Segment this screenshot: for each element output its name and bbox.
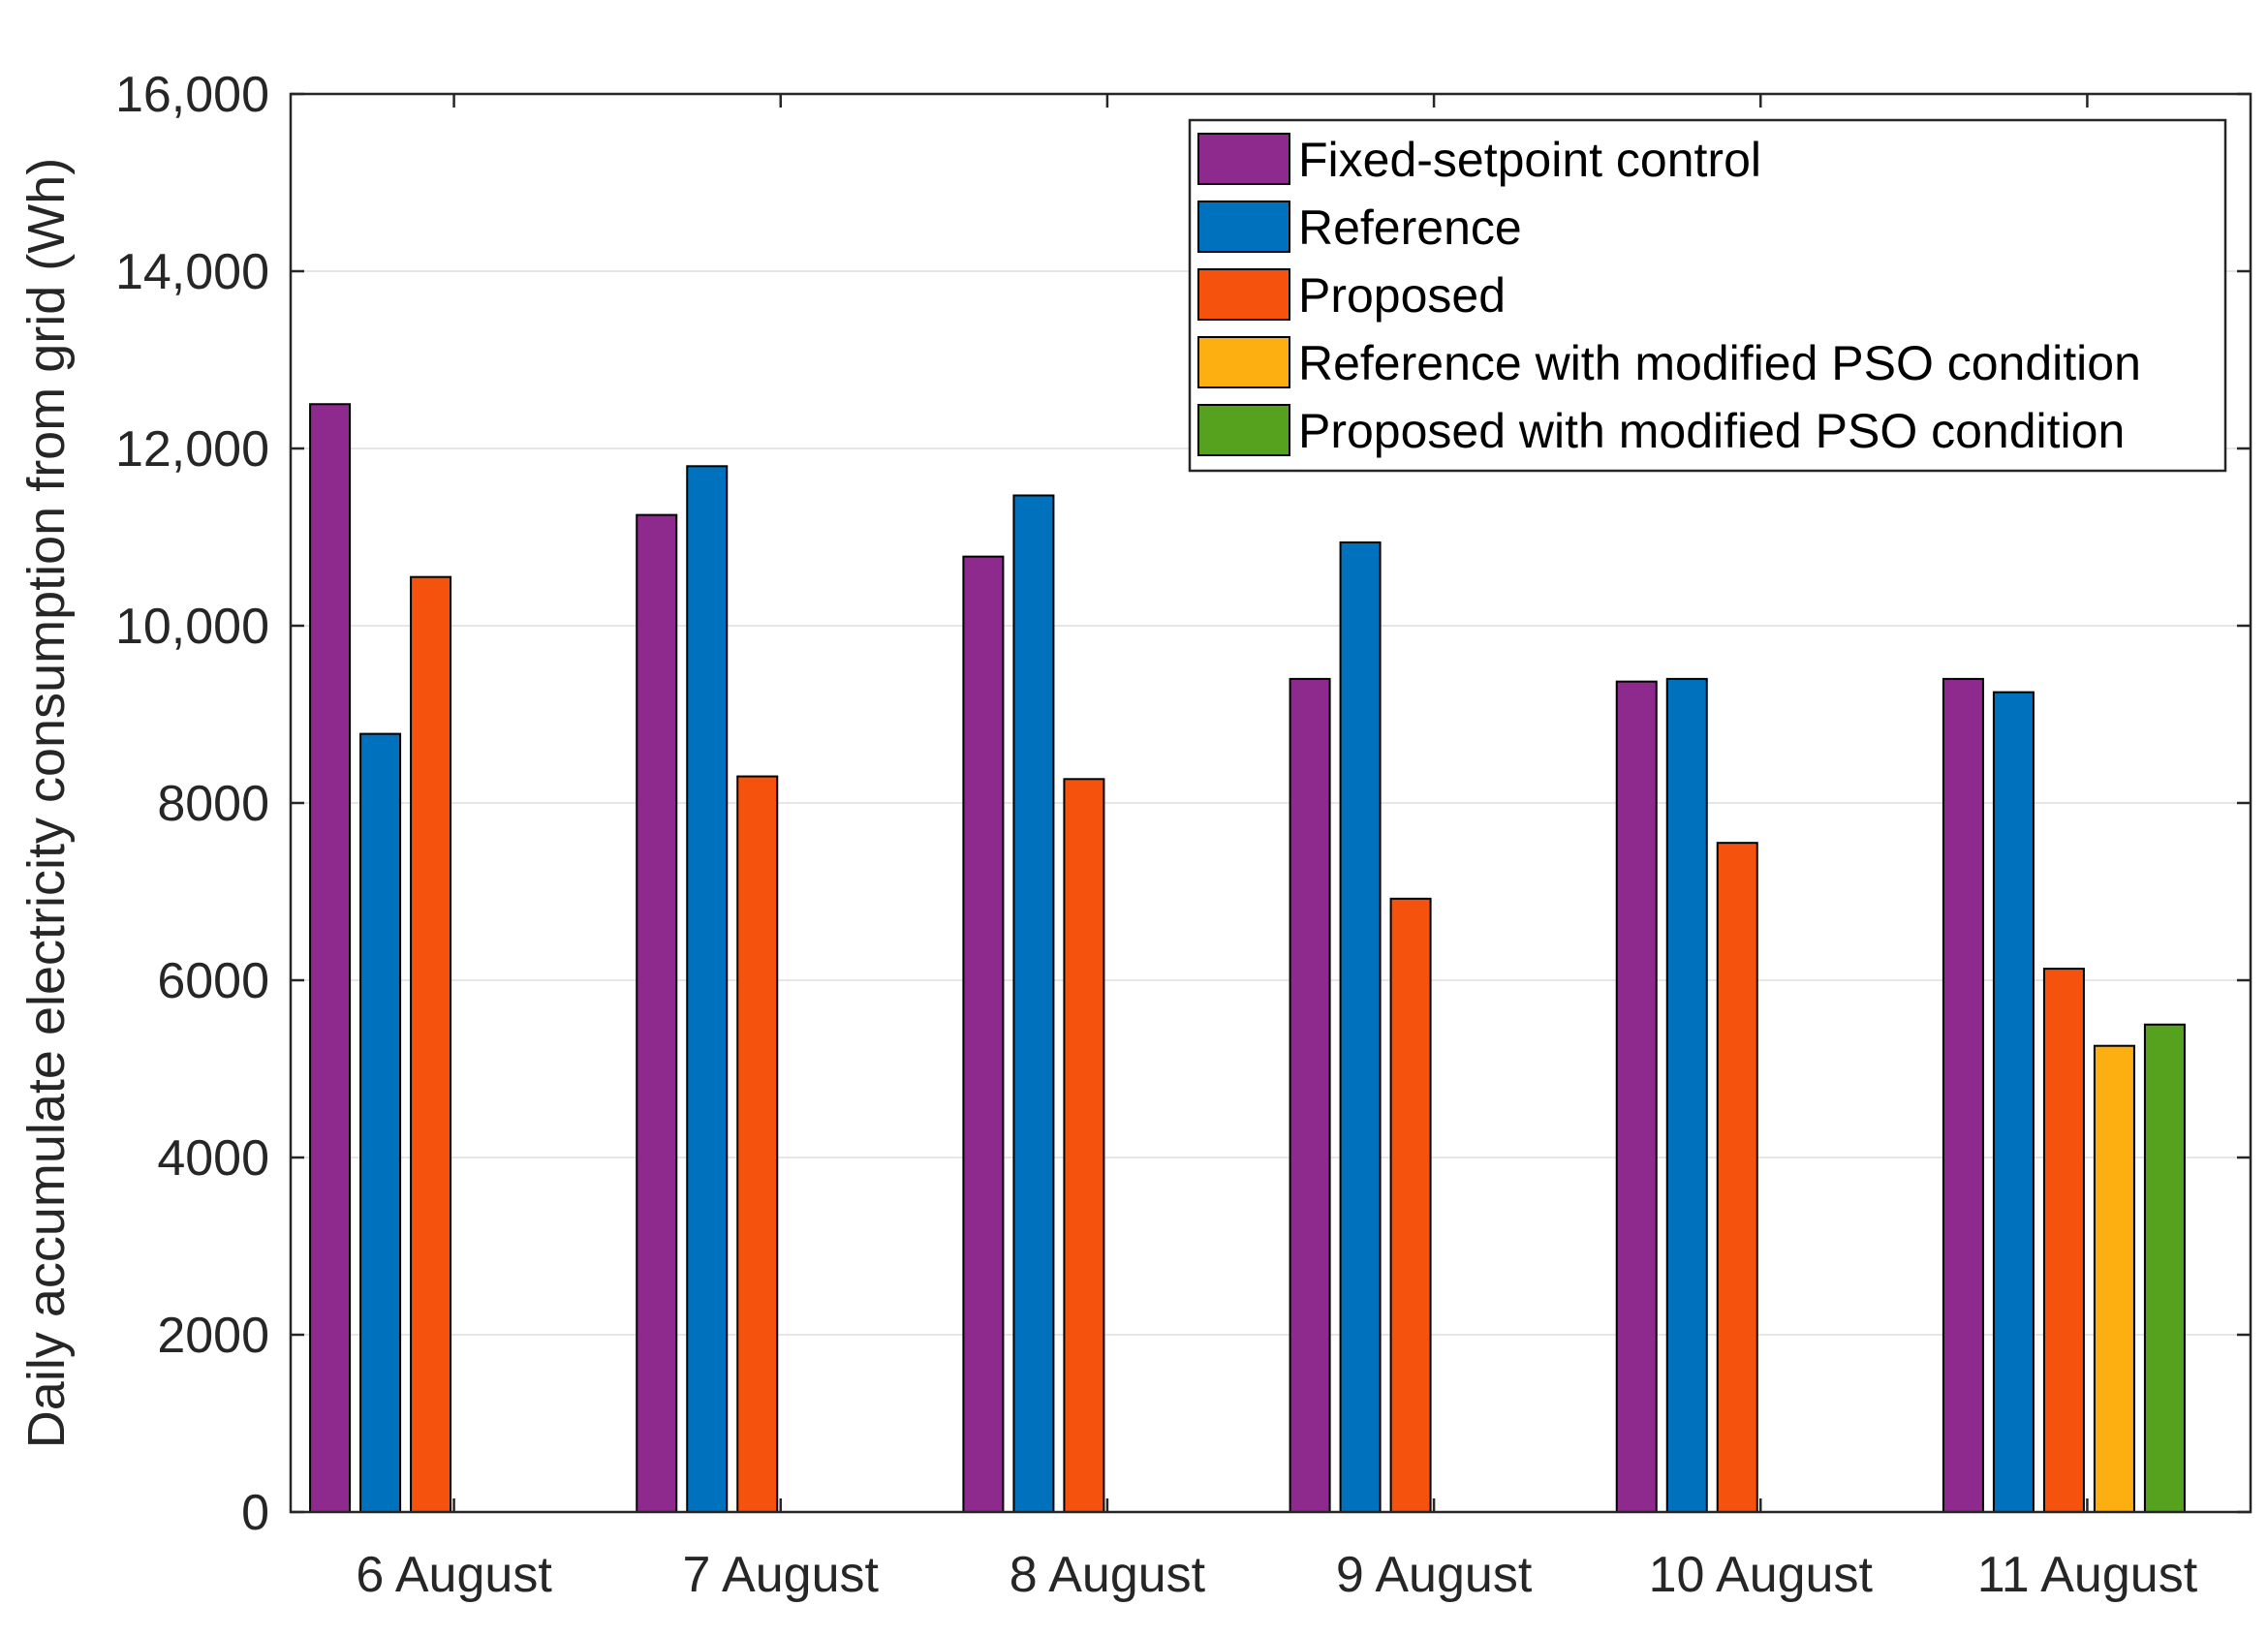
bar-reference-6-august bbox=[359, 732, 402, 1513]
y-axis-ticks: 0 2000 4000 6000 8000 10,000 12,000 14,000 16,00… bbox=[115, 67, 2251, 1541]
x-tick-label: 8 August bbox=[1010, 1547, 1206, 1603]
bar-proposed-8-august bbox=[1063, 778, 1105, 1513]
bar-fixed-setpoint-control-10-august bbox=[1615, 680, 1658, 1513]
legend-swatch bbox=[1197, 336, 1290, 388]
y-tick-label: 12,000 bbox=[115, 421, 269, 478]
bar-fixed-setpoint-control-8-august bbox=[962, 555, 1005, 1513]
x-tick-label: 7 August bbox=[683, 1547, 880, 1603]
bar-proposed-11-august bbox=[2042, 968, 2085, 1513]
bar-proposed-10-august bbox=[1716, 842, 1758, 1513]
bar-reference-8-august bbox=[1012, 494, 1055, 1513]
bar-reference-9-august bbox=[1339, 540, 1382, 1513]
legend-label: Proposed with modified PSO condition bbox=[1298, 404, 2125, 458]
bar-reference-10-august bbox=[1665, 677, 1708, 1513]
x-tick-label: 9 August bbox=[1336, 1547, 1533, 1603]
x-axis-ticks: 6 August 7 August 8 August 9 August 10 Augus… bbox=[356, 94, 2198, 1603]
legend: Fixed-setpoint control Reference Proposed R… bbox=[1188, 118, 2227, 473]
legend-label: Fixed-setpoint control bbox=[1298, 133, 1761, 187]
y-axis-title: Daily accumulate electricity consumption… bbox=[17, 158, 76, 1448]
y-tick-label: 8000 bbox=[157, 776, 269, 832]
bar-fixed-setpoint-control-7-august bbox=[636, 513, 678, 1513]
bar-proposed-with-modified-pso-condition-11-august bbox=[2143, 1023, 2186, 1513]
bar-reference-7-august bbox=[686, 465, 729, 1513]
y-tick-label: 6000 bbox=[157, 953, 269, 1009]
legend-swatch bbox=[1197, 268, 1290, 321]
y-tick-label: 0 bbox=[241, 1485, 269, 1541]
legend-label: Reference bbox=[1298, 201, 1522, 255]
y-tick-label: 4000 bbox=[157, 1130, 269, 1187]
legend-swatch bbox=[1197, 201, 1290, 253]
y-tick-label: 2000 bbox=[157, 1308, 269, 1364]
bar-reference-11-august bbox=[1992, 691, 2035, 1513]
bar-proposed-6-august bbox=[410, 575, 452, 1513]
bar-proposed-7-august bbox=[736, 775, 779, 1513]
bar-fixed-setpoint-control-9-august bbox=[1289, 677, 1331, 1513]
y-tick-label: 10,000 bbox=[115, 599, 269, 655]
bars bbox=[309, 403, 2186, 1513]
bar-proposed-9-august bbox=[1389, 897, 1432, 1513]
legend-label: Proposed bbox=[1298, 268, 1506, 323]
bar-fixed-setpoint-control-11-august bbox=[1942, 677, 1984, 1513]
legend-box bbox=[1188, 118, 2227, 473]
bar-fixed-setpoint-control-6-august bbox=[309, 403, 352, 1513]
x-tick-label: 6 August bbox=[356, 1547, 552, 1603]
legend-swatch bbox=[1197, 404, 1290, 456]
bar-reference-with-modified-pso-condition-11-august bbox=[2093, 1044, 2135, 1513]
y-tick-label: 16,000 bbox=[115, 67, 269, 123]
y-tick-label: 14,000 bbox=[115, 244, 269, 300]
x-tick-label: 10 August bbox=[1649, 1547, 1874, 1603]
x-tick-label: 11 August bbox=[1977, 1547, 2198, 1603]
legend-swatch bbox=[1197, 133, 1290, 185]
legend-label: Reference with modified PSO condition bbox=[1298, 336, 2141, 390]
